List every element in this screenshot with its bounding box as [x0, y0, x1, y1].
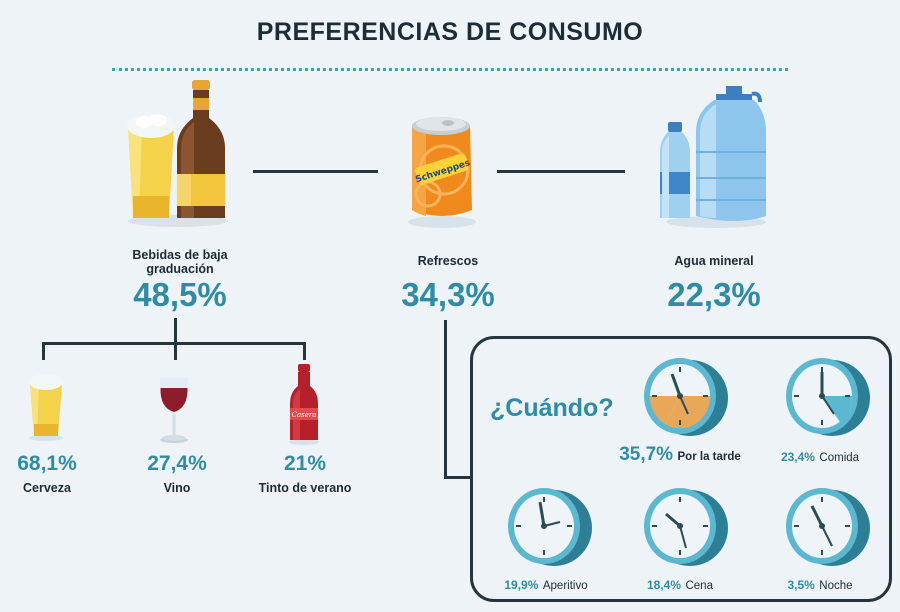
when-label: Por la tarde [677, 451, 741, 463]
when-item-aperitif: 19,9% Aperitivo [486, 576, 606, 594]
clock-aperitif-icon [508, 488, 592, 566]
when-value: 18,4% [647, 578, 682, 592]
connector-line [444, 476, 472, 479]
soda-can-icon: Schweppes [408, 117, 476, 228]
clock-afternoon-icon [644, 358, 728, 436]
when-item-afternoon: 35,7% Por la tarde [610, 444, 750, 466]
tree-line [42, 342, 306, 345]
category-value-mineral-water: 22,3% [667, 276, 761, 313]
dotted-divider [112, 68, 788, 71]
when-label: Cena [685, 580, 713, 592]
when-label: Aperitivo [542, 580, 588, 592]
subcategory-value-wine: 27,4% [147, 452, 207, 475]
when-panel [470, 336, 892, 602]
clock-dinner-icon [644, 488, 728, 566]
when-item-lunch: 23,4% Comida [760, 448, 880, 466]
when-value: 3,5% [787, 578, 815, 592]
category-label-soft-drinks: Refrescos [417, 254, 479, 268]
beer-glass-icon [29, 374, 63, 441]
connector-line [444, 320, 447, 478]
page-title: PREFERENCIAS DE CONSUMO [256, 18, 644, 46]
subcategory-value-tinto: 21% [283, 452, 327, 475]
beer-glass-and-bottle-icon [127, 80, 228, 227]
wine-glass-icon [159, 378, 189, 443]
when-label: Noche [819, 580, 853, 592]
subcategory-label-beer: Cerveza [23, 481, 71, 495]
tinto-bottle-icon: Casera [289, 364, 319, 445]
when-item-dinner: 18,4% Cena [620, 576, 740, 594]
when-item-night: 3,5% Noche [760, 576, 880, 594]
when-label: Comida [819, 452, 860, 464]
subcategory-label-tinto: Tinto de verano [258, 481, 352, 495]
category-value-soft-drinks: 34,3% [401, 276, 495, 313]
water-bottles-icon [660, 86, 766, 228]
when-value: 19,9% [504, 578, 539, 592]
category-value-low-alcohol: 48,5% [133, 276, 227, 313]
tree-line [174, 318, 177, 360]
clock-lunch-icon [786, 358, 870, 436]
when-value: 23,4% [780, 450, 815, 464]
tree-line [303, 342, 306, 360]
connector-line [497, 170, 625, 173]
category-label-mineral-water: Agua mineral [674, 254, 754, 268]
subcategory-value-beer: 68,1% [17, 452, 77, 475]
bottle-label: Casera [292, 411, 317, 419]
category-label-low-alcohol: Bebidas de baja graduación [132, 248, 228, 276]
when-value: 35,7% [619, 444, 674, 465]
subcategory-label-wine: Vino [163, 481, 191, 495]
connector-line [253, 170, 378, 173]
when-heading: ¿Cuándo? [490, 394, 614, 422]
tree-line [42, 342, 45, 360]
clock-night-icon [786, 488, 870, 566]
